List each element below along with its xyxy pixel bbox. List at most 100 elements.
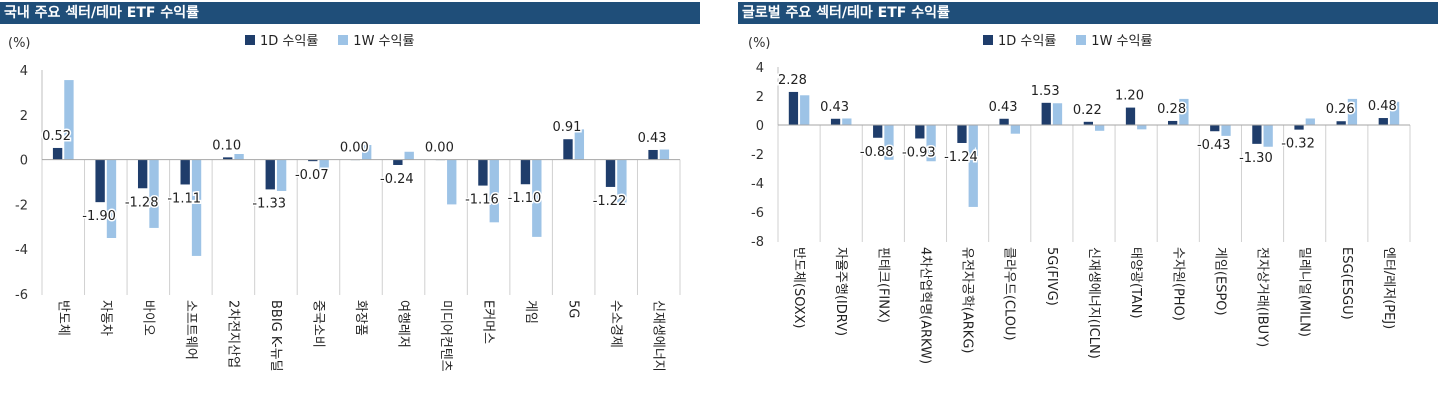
- category-label: 화장품: [353, 300, 368, 336]
- bar-1w: [1389, 101, 1400, 125]
- bar-1d: [1167, 120, 1178, 125]
- legend-swatch-1w: [338, 34, 349, 45]
- y-tick-label: -2: [15, 198, 28, 213]
- bar-1w: [234, 154, 244, 160]
- bar-1d: [180, 159, 190, 185]
- data-label-1d: -1.10: [508, 191, 542, 206]
- data-label-1d: -0.24: [380, 172, 414, 187]
- legend-label-1w: 1W 수익률: [353, 34, 415, 49]
- bar-1d: [1336, 121, 1346, 125]
- chart-title: 글로벌 주요 섹터/테마 ETF 수익률: [738, 2, 1438, 24]
- bar-1w: [968, 125, 978, 207]
- bar-1d: [95, 159, 105, 203]
- category-label: 클라우드(CLOU): [1002, 247, 1017, 341]
- bar-1d: [137, 159, 148, 189]
- category-label: 유전자공학(ARKG): [960, 247, 975, 353]
- category-label: 핀테크(FINX): [875, 247, 890, 323]
- bar-1w: [842, 118, 852, 125]
- bar-1d: [1378, 118, 1388, 125]
- bar-1w: [64, 80, 74, 160]
- bar-1w: [659, 149, 670, 160]
- category-label: 자율주행(IDRV): [833, 247, 849, 336]
- bar-1d: [873, 125, 883, 138]
- data-label-1d: -1.16: [465, 193, 499, 208]
- bar-1d: [52, 147, 63, 160]
- y-tick-label: -4: [751, 177, 764, 192]
- category-label: 자동차: [98, 300, 113, 336]
- category-label: 태양광(TAN): [1128, 247, 1143, 319]
- y-tick-label: -6: [15, 288, 28, 303]
- category-label: BBIG K-뉴딜: [268, 300, 283, 372]
- bar-1w: [149, 159, 159, 228]
- data-label-1d: -0.43: [1197, 138, 1231, 153]
- data-label-1d: 0.52: [42, 129, 71, 144]
- data-label-1d: -1.28: [125, 195, 159, 210]
- category-label: 여행레저: [396, 300, 412, 348]
- bar-1d: [1294, 125, 1304, 130]
- data-label-1d: 0.28: [1157, 102, 1186, 117]
- category-label: 밀레니얼(MILN): [1297, 247, 1312, 337]
- category-label: E커머스: [481, 300, 496, 344]
- y-tick-label: 4: [20, 64, 28, 79]
- data-label-1d: 1.20: [1115, 89, 1144, 104]
- bar-1w: [1052, 103, 1063, 125]
- legend-swatch-1w: [1076, 34, 1087, 45]
- bar-1w: [1095, 125, 1105, 131]
- bar-1w: [1263, 125, 1273, 147]
- category-label: 미디어컨텐츠: [438, 300, 453, 372]
- data-label-1d: 0.91: [553, 120, 582, 135]
- chart-legend: 1D 수익률 1W 수익률: [245, 30, 428, 49]
- chart-legend: 1D 수익률 1W 수익률: [983, 30, 1166, 49]
- bar-1d: [1041, 102, 1051, 125]
- category-label: 반도체(SOXX): [791, 247, 806, 329]
- domestic-etf-bar-chart: -6 -4 -2 0 2 4 0.52 반도체 -1.90 자동차 -1.28 바이오 -1.11 소프트…: [15, 64, 681, 372]
- y-unit-label: (%): [748, 36, 771, 51]
- legend-item-1d: 1D 수익률: [245, 30, 318, 49]
- data-label-1d: 0.43: [989, 100, 1018, 115]
- legend-label-1d: 1D 수익률: [260, 34, 319, 49]
- legend-swatch-1d: [983, 34, 993, 45]
- bar-1w: [489, 159, 499, 223]
- bar-1w: [404, 151, 414, 160]
- data-label-1d: 0.48: [1368, 99, 1397, 114]
- legend-swatch-1d: [245, 34, 255, 45]
- bar-1w: [574, 129, 585, 160]
- y-tick-label: -2: [751, 148, 764, 163]
- data-label-1d: 0.10: [212, 138, 241, 153]
- bar-1d: [915, 125, 925, 139]
- category-label: ESG(ESGU): [1339, 247, 1354, 320]
- category-label: 게임: [523, 300, 538, 324]
- legend-label-1w: 1W 수익률: [1091, 34, 1153, 49]
- data-label-1d: 0.43: [638, 131, 667, 146]
- y-tick-label: -4: [15, 243, 28, 258]
- bar-1w: [319, 159, 329, 170]
- legend-item-1d: 1D 수익률: [983, 30, 1056, 49]
- bar-1d: [393, 159, 403, 165]
- data-label-1d: -1.33: [252, 196, 286, 211]
- data-label-1d: -1.22: [593, 194, 627, 209]
- category-label: 바이오: [140, 300, 155, 336]
- bar-1d: [563, 139, 573, 160]
- bar-1w: [191, 159, 202, 256]
- bar-1w: [617, 159, 627, 205]
- data-label-1d: 2.28: [778, 73, 807, 88]
- bar-1d: [265, 159, 275, 190]
- category-label: 게임(ESPO): [1212, 247, 1227, 316]
- data-label-1d: 0.26: [1326, 102, 1355, 117]
- domestic-etf-chart-panel: 국내 주요 섹터/테마 ETF 수익률 (%) 1D 수익률 1W 수익률 -6…: [0, 0, 700, 410]
- bar-1w: [884, 125, 894, 160]
- category-label: 수자원(PHO): [1170, 247, 1185, 321]
- bar-1d: [1252, 125, 1262, 144]
- bar-1w: [362, 145, 372, 160]
- bar-1d: [648, 149, 658, 160]
- y-tick-label: 2: [756, 90, 764, 105]
- data-label-1d: 0.22: [1073, 103, 1102, 118]
- category-label: 2차전지산업: [225, 300, 240, 368]
- bar-1w: [1305, 118, 1315, 125]
- bar-1d: [308, 159, 318, 162]
- bar-1w: [276, 159, 287, 191]
- category-label: 반도체: [55, 300, 70, 336]
- category-label: 엔터/레저(PEJ): [1381, 247, 1396, 329]
- bar-1w: [106, 159, 117, 238]
- y-tick-label: 4: [756, 61, 764, 76]
